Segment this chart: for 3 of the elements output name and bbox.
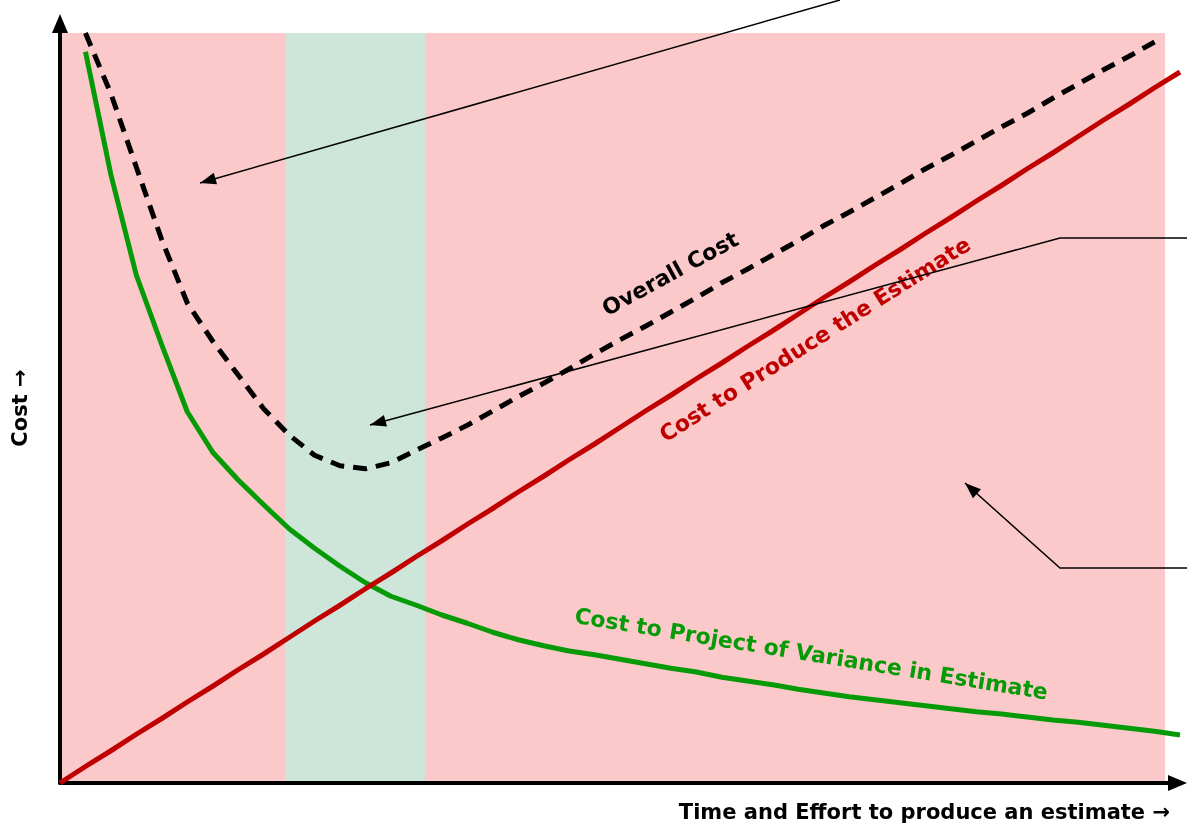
y-axis-title: Cost → [7,369,32,447]
x-axis-title: Time and Effort to produce an estimate → [678,799,1170,824]
text: Cost to Project of Variance in Estimate [572,603,1050,705]
